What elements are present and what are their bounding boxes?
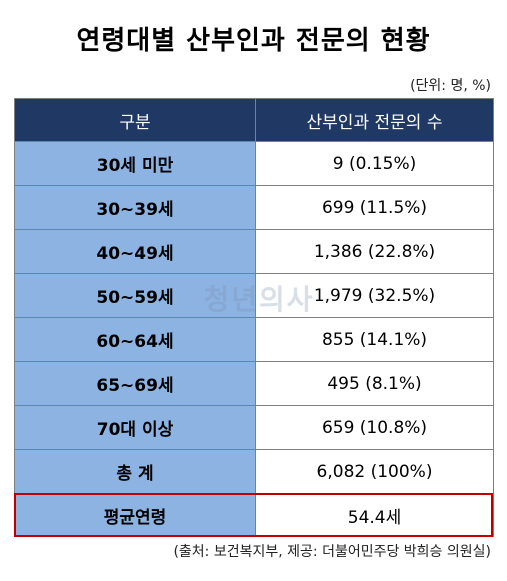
- table-header-row: 구분 산부인과 전문의 수: [14, 98, 494, 142]
- row-value: 495 (8.1%): [255, 361, 494, 406]
- table-row: 60~64세 855 (14.1%): [14, 317, 494, 362]
- table-row: 30~39세 699 (11.5%): [14, 185, 494, 230]
- age-group-table: 구분 산부인과 전문의 수 30세 미만 9 (0.15%) 30~39세 69…: [14, 98, 494, 537]
- row-label: 60~64세: [14, 317, 256, 362]
- row-label: 50~59세: [14, 273, 256, 318]
- average-age-label: 평균연령: [14, 493, 256, 537]
- row-value: 9 (0.15%): [255, 141, 494, 186]
- row-label: 30~39세: [14, 185, 256, 230]
- header-category: 구분: [14, 98, 256, 142]
- row-value: 659 (10.8%): [255, 405, 494, 450]
- source-note: (출처: 보건복지부, 제공: 더불어민주당 박희승 의원실): [173, 544, 491, 560]
- table-row: 65~69세 495 (8.1%): [14, 361, 494, 406]
- row-label: 40~49세: [14, 229, 256, 274]
- total-row: 총 계 6,082 (100%): [14, 449, 494, 494]
- page-title: 연령대별 산부인과 전문의 현황: [76, 26, 431, 56]
- average-age-row: 평균연령 54.4세: [14, 493, 494, 537]
- table-row: 30세 미만 9 (0.15%): [14, 141, 494, 186]
- total-label: 총 계: [14, 449, 256, 494]
- row-value: 855 (14.1%): [255, 317, 494, 362]
- table-row: 40~49세 1,386 (22.8%): [14, 229, 494, 274]
- row-label: 30세 미만: [14, 141, 256, 186]
- header-count: 산부인과 전문의 수: [255, 98, 494, 142]
- table-row: 50~59세 1,979 (32.5%): [14, 273, 494, 318]
- row-value: 1,386 (22.8%): [255, 229, 494, 274]
- row-label: 70대 이상: [14, 405, 256, 450]
- row-value: 699 (11.5%): [255, 185, 494, 230]
- average-age-value: 54.4세: [255, 493, 494, 537]
- unit-note: (단위: 명, %): [410, 78, 491, 94]
- row-value: 1,979 (32.5%): [255, 273, 494, 318]
- row-label: 65~69세: [14, 361, 256, 406]
- total-value: 6,082 (100%): [255, 449, 494, 494]
- table-row: 70대 이상 659 (10.8%): [14, 405, 494, 450]
